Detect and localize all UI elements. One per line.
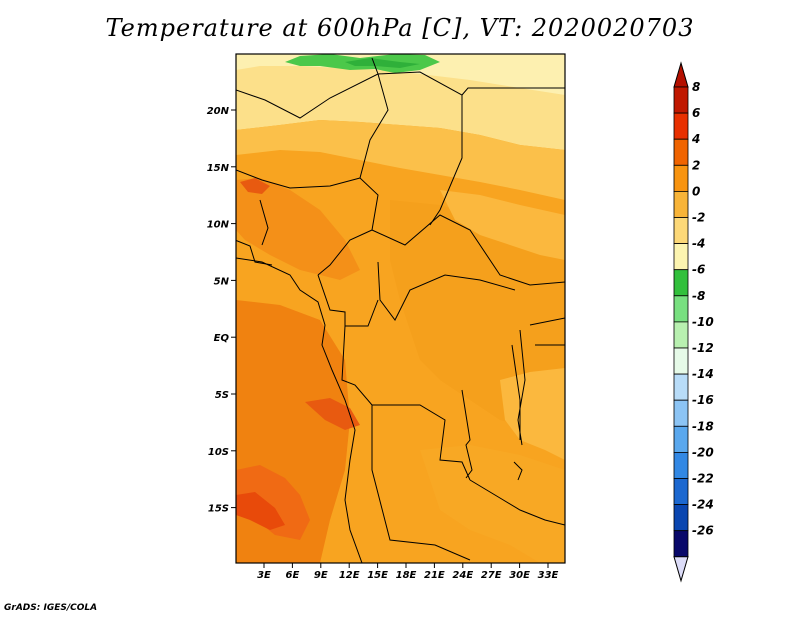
credit-text: GrADS: IGES/COLA (4, 603, 98, 613)
lat-tick-label: 20N (207, 106, 230, 117)
colorbar-segment (673, 347, 689, 375)
colorbar-label: -4 (692, 237, 705, 251)
colorbar-label: -6 (692, 263, 705, 277)
country-borders (236, 57, 565, 561)
colorbar-segment (673, 504, 689, 532)
colorbar-segment (673, 138, 689, 166)
colorbar-label: 0 (692, 184, 700, 198)
lat-tick-label: 15N (207, 163, 230, 174)
lon-tick-label: 9E (314, 570, 328, 581)
lat-tick-label: 15S (208, 504, 229, 515)
colorbar-label: -8 (692, 289, 705, 303)
lon-tick-label: 3E (257, 570, 271, 581)
colorbar-segment (673, 478, 689, 506)
lon-tick-label: 15E (367, 570, 388, 581)
lon-tick-label: 27E (481, 570, 502, 581)
colorbar-label: -16 (692, 393, 714, 407)
lat-tick-label: 5N (214, 276, 230, 287)
colorbar-segment (673, 217, 689, 245)
colorbar-label: 6 (692, 106, 700, 120)
lon-tick-label: 6E (286, 570, 300, 581)
latitude-ticks: 20N 15N 10N 5N EQ 5S 10S 15S (207, 106, 236, 515)
colorbar-top-arrow (673, 61, 689, 88)
colorbar-label: 4 (691, 132, 700, 146)
lon-tick-label: 30E (509, 570, 530, 581)
colorbar-segment (673, 295, 689, 323)
colorbar-label: -14 (692, 367, 714, 381)
colorbar-segment (673, 190, 689, 218)
lat-tick-label: 10S (208, 447, 229, 458)
lon-tick-label: 24E (452, 570, 473, 581)
longitude-ticks: 3E 6E 9E 12E 15E 18E 21E 24E 27E 30E 33E (257, 563, 559, 581)
colorbar-label: -26 (692, 524, 714, 538)
colorbar-label: 8 (692, 80, 700, 94)
colorbar-label: -12 (692, 341, 714, 355)
colorbar-label: -18 (692, 419, 714, 433)
colorbar-label: 2 (692, 158, 700, 172)
colorbar-label: -20 (692, 445, 714, 459)
coastline (236, 257, 523, 563)
lat-tick-label: 10N (207, 220, 230, 231)
colorbar-segment (673, 399, 689, 427)
colorbar-segment (673, 451, 689, 479)
colorbar-label: -22 (692, 472, 714, 486)
lon-tick-label: 33E (538, 570, 559, 581)
colorbar-label: -10 (692, 315, 714, 329)
colorbar-label: -2 (692, 211, 705, 225)
lon-tick-label: 18E (396, 570, 417, 581)
map-title: Temperature at 600hPa [C], VT: 202002070… (105, 14, 695, 42)
colorbar-bottom-arrow (673, 556, 689, 583)
colorbar-label: -24 (692, 498, 714, 512)
map-frame (235, 53, 566, 564)
colorbar-segment (673, 164, 689, 192)
lon-tick-label: 12E (339, 570, 360, 581)
colorbar-segment (673, 373, 689, 401)
colorbar-segment (673, 86, 689, 114)
lon-tick-label: 21E (424, 570, 445, 581)
colorbar-segment (673, 269, 689, 297)
colorbar-segment (673, 321, 689, 349)
colorbar: 8 6 4 2 0 -2 -4 -6 -8 -10 -12 -14 -16 -18 -20 -22 -24 -26 (673, 61, 714, 583)
lat-tick-label: 5S (215, 390, 229, 401)
lat-tick-label: EQ (214, 333, 230, 344)
colorbar-segment (673, 530, 689, 558)
colorbar-segment (673, 243, 689, 271)
colorbar-segment (673, 112, 689, 140)
colorbar-segment (673, 425, 689, 453)
